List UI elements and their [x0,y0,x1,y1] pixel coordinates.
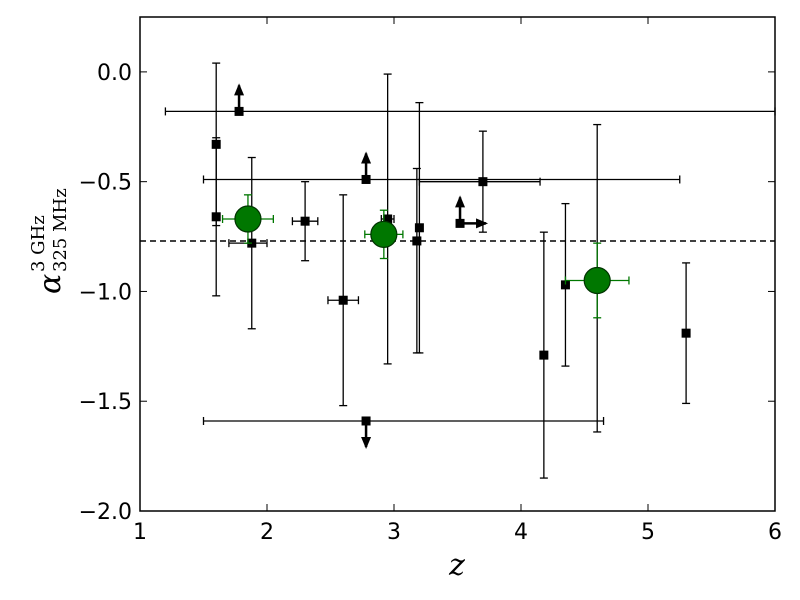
circle-marker [583,266,611,295]
axis-ticks: 1 2 3 4 5 6 0.0 −0.5 −1.0 −1.5 −2.0 [79,17,782,545]
square-marker [414,223,424,233]
data-point [539,231,549,479]
x-axis-label: z [448,548,465,583]
data-point [327,194,360,407]
y-tick-label: −1.5 [79,390,132,415]
chart-marks [140,62,776,479]
y-tick-label: 0.0 [97,61,132,86]
average-point [221,194,275,244]
x-tick-label: 6 [768,520,782,545]
limit-arrow-head [455,195,466,208]
square-marker [211,212,221,222]
limit-point [455,195,489,229]
square-marker [234,106,244,116]
y-axis-label-symbol: α [33,274,68,294]
square-marker [560,280,570,290]
y-tick-label: −1.0 [79,280,132,305]
square-marker [412,236,422,246]
limit-point [164,83,776,116]
plot-frame [139,16,776,512]
data-point [380,73,395,365]
limit-arrow-head [234,83,245,96]
circle-marker [234,205,262,233]
square-marker [539,350,549,360]
square-marker [338,295,348,305]
y-tick-label: −2.0 [79,500,132,525]
data-point [560,202,570,367]
square-marker [300,216,310,226]
y-tick-label: −0.5 [79,171,132,196]
data-point [211,137,221,297]
limit-point [202,151,681,184]
square-marker [361,174,371,184]
data-point [291,181,319,262]
square-marker [681,328,691,338]
x-tick-label: 1 [133,520,147,545]
x-tick-label: 5 [641,520,655,545]
average-point [564,242,630,319]
x-tick-label: 3 [387,520,401,545]
data-point [681,262,691,405]
square-marker [478,177,488,187]
x-tick-label: 4 [514,520,528,545]
y-axis-label: α 3 GHz 325 MHz [28,188,71,294]
square-marker [361,416,371,426]
limit-point [202,416,605,449]
limit-arrow-head [361,436,372,449]
limit-arrow-head [361,151,372,164]
limit-arrow-head [476,218,489,229]
data-point [414,101,424,354]
average-point [364,209,404,260]
y-axis-label-subscript: 325 MHz [50,188,71,272]
square-marker [383,214,393,224]
x-tick-label: 2 [260,520,274,545]
y-axis-label-superscript: 3 GHz [28,215,49,272]
circle-marker [370,220,398,248]
data-point [418,130,541,233]
square-marker [455,218,465,228]
